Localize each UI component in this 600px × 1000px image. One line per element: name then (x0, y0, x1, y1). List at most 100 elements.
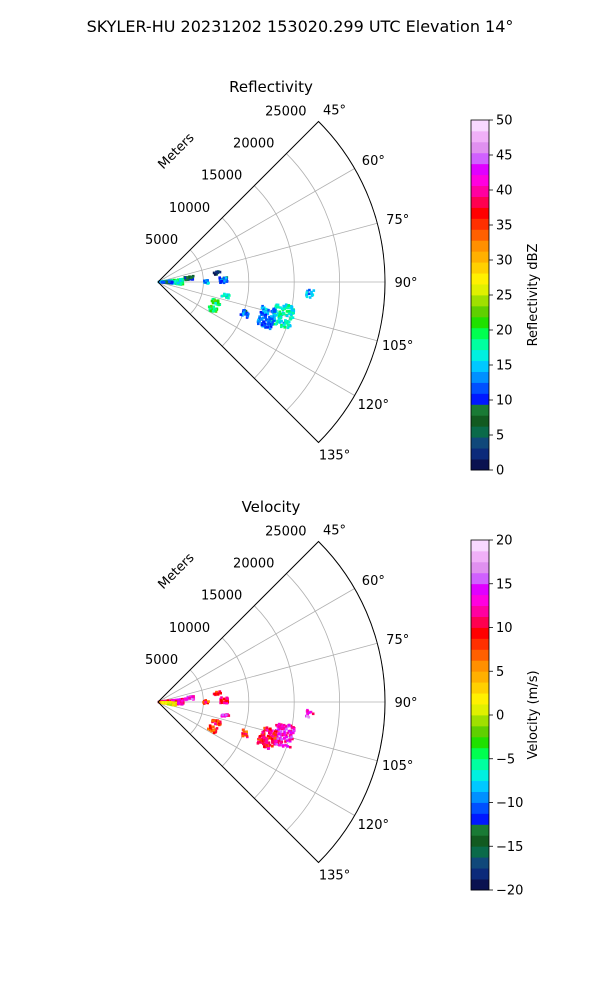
reflectivity-colorbar-swatch (471, 295, 489, 307)
reflectivity-data-cell (179, 279, 182, 283)
reflectivity-data-cell (274, 322, 278, 326)
velocity-data-cell (218, 720, 222, 724)
velocity-data-cell (263, 743, 267, 746)
reflectivity-data-cell (310, 290, 313, 294)
velocity-colorbar-swatch (471, 736, 489, 749)
reflectivity-data-cell (305, 293, 308, 296)
reflectivity-colorbar-tick-label: 30 (496, 254, 513, 269)
velocity-colorbar-tick-label: −10 (496, 796, 523, 811)
velocity-colorbar-swatch (471, 605, 489, 617)
velocity-data-cell (306, 712, 310, 716)
velocity-colorbar-swatch (471, 682, 489, 694)
velocity-data-cell (281, 724, 284, 727)
velocity-data-cell (273, 739, 276, 742)
velocity-data-cell (281, 725, 284, 729)
reflectivity-data-cell (264, 322, 267, 326)
velocity-data-cell (276, 737, 280, 740)
reflectivity-data-cell (286, 306, 289, 309)
velocity-data-cell (262, 742, 265, 746)
velocity-data-cell (268, 743, 272, 747)
reflectivity-data-cell (278, 310, 281, 314)
reflectivity-azimuth-tick-label: 75° (386, 213, 409, 228)
velocity-data-cell (285, 735, 288, 739)
reflectivity-colorbar-swatch (471, 207, 489, 219)
reflectivity-azimuth-gridline (157, 222, 378, 283)
velocity-colorbar-swatch (471, 758, 489, 771)
velocity-data-cell (282, 723, 286, 727)
velocity-data-cell (279, 741, 283, 744)
velocity-colorbar-swatch (471, 572, 489, 585)
velocity-data-cell (244, 731, 248, 735)
velocity-data-cell (283, 737, 286, 740)
velocity-data-cell (209, 726, 212, 730)
velocity-data-cell (285, 734, 288, 737)
reflectivity-data-cell (224, 276, 228, 280)
velocity-data-cell (214, 722, 217, 726)
reflectivity-colorbar-swatch (471, 338, 489, 351)
reflectivity-data-cell (220, 294, 224, 298)
velocity-data-cell (281, 732, 285, 736)
velocity-data-cell (288, 739, 292, 743)
velocity-data-cell (307, 715, 311, 719)
velocity-data-cell (218, 723, 221, 727)
reflectivity-data-cell (222, 279, 226, 283)
velocity-colorbar-swatch (471, 550, 489, 563)
velocity-data-cell (268, 731, 271, 735)
reflectivity-data-cell (273, 308, 277, 312)
reflectivity-colorbar-swatch (471, 437, 489, 449)
velocity-data-cell (260, 734, 264, 738)
reflectivity-data-cell (272, 308, 275, 312)
velocity-data-cell (284, 743, 287, 747)
reflectivity-data-cell (213, 299, 217, 302)
velocity-colorbar-swatch (471, 583, 489, 596)
velocity-data-cell (287, 723, 291, 727)
reflectivity-data-cell (203, 279, 206, 283)
velocity-colorbar-swatch (471, 879, 489, 891)
reflectivity-range-tick-label: 15000 (201, 169, 242, 184)
velocity-data-cell (279, 734, 283, 738)
reflectivity-data-cell (244, 313, 247, 316)
velocity-data-cell (279, 743, 283, 747)
reflectivity-data-cell (213, 307, 216, 311)
velocity-colorbar-tick-label: 15 (496, 577, 513, 592)
velocity-range-tick-label: 20000 (233, 557, 274, 572)
velocity-data-cell (166, 699, 170, 702)
reflectivity-data-cell (306, 289, 309, 293)
reflectivity-data-cell (289, 313, 293, 316)
reflectivity-data-cell (269, 325, 273, 329)
reflectivity-data-cell (262, 309, 265, 313)
reflectivity-data-cell (185, 276, 189, 279)
reflectivity-colorbar-swatch (471, 393, 489, 405)
reflectivity-azimuth-tick-label: 120° (358, 398, 389, 413)
velocity-data-cell (212, 725, 215, 729)
velocity-data-cell (291, 737, 294, 741)
reflectivity-data-cell (286, 326, 290, 330)
reflectivity-data-cell (287, 304, 290, 307)
reflectivity-radial-axis-label: Meters (156, 130, 198, 172)
velocity-data-cell (265, 740, 268, 743)
velocity-data-cell (265, 729, 269, 732)
reflectivity-colorbar-tick-label: 45 (496, 149, 513, 164)
reflectivity-data-cell (207, 305, 211, 309)
reflectivity-data-cell (258, 315, 261, 318)
reflectivity-colorbar-swatch (471, 382, 489, 394)
reflectivity-data-cell (270, 323, 274, 326)
velocity-data-cell (207, 700, 210, 703)
velocity-data-cell (219, 691, 222, 695)
velocity-data-cell (278, 743, 281, 747)
velocity-data-cell (222, 701, 226, 705)
reflectivity-data-cell (280, 319, 283, 323)
reflectivity-data-cell (257, 318, 260, 322)
velocity-data-cell (173, 703, 176, 706)
velocity-colorbar-swatch (471, 857, 489, 869)
reflectivity-range-tick-label: 25000 (265, 104, 306, 119)
velocity-radial-axis-label: Meters (156, 550, 198, 592)
velocity-data-cell (284, 740, 287, 743)
reflectivity-data-cell (268, 327, 272, 331)
velocity-azimuth-gridline (157, 701, 355, 816)
reflectivity-data-cell (312, 289, 316, 292)
velocity-data-cell (292, 727, 296, 731)
velocity-data-cell (275, 723, 278, 727)
velocity-data-cell (290, 729, 294, 733)
reflectivity-data-cell (283, 323, 286, 326)
